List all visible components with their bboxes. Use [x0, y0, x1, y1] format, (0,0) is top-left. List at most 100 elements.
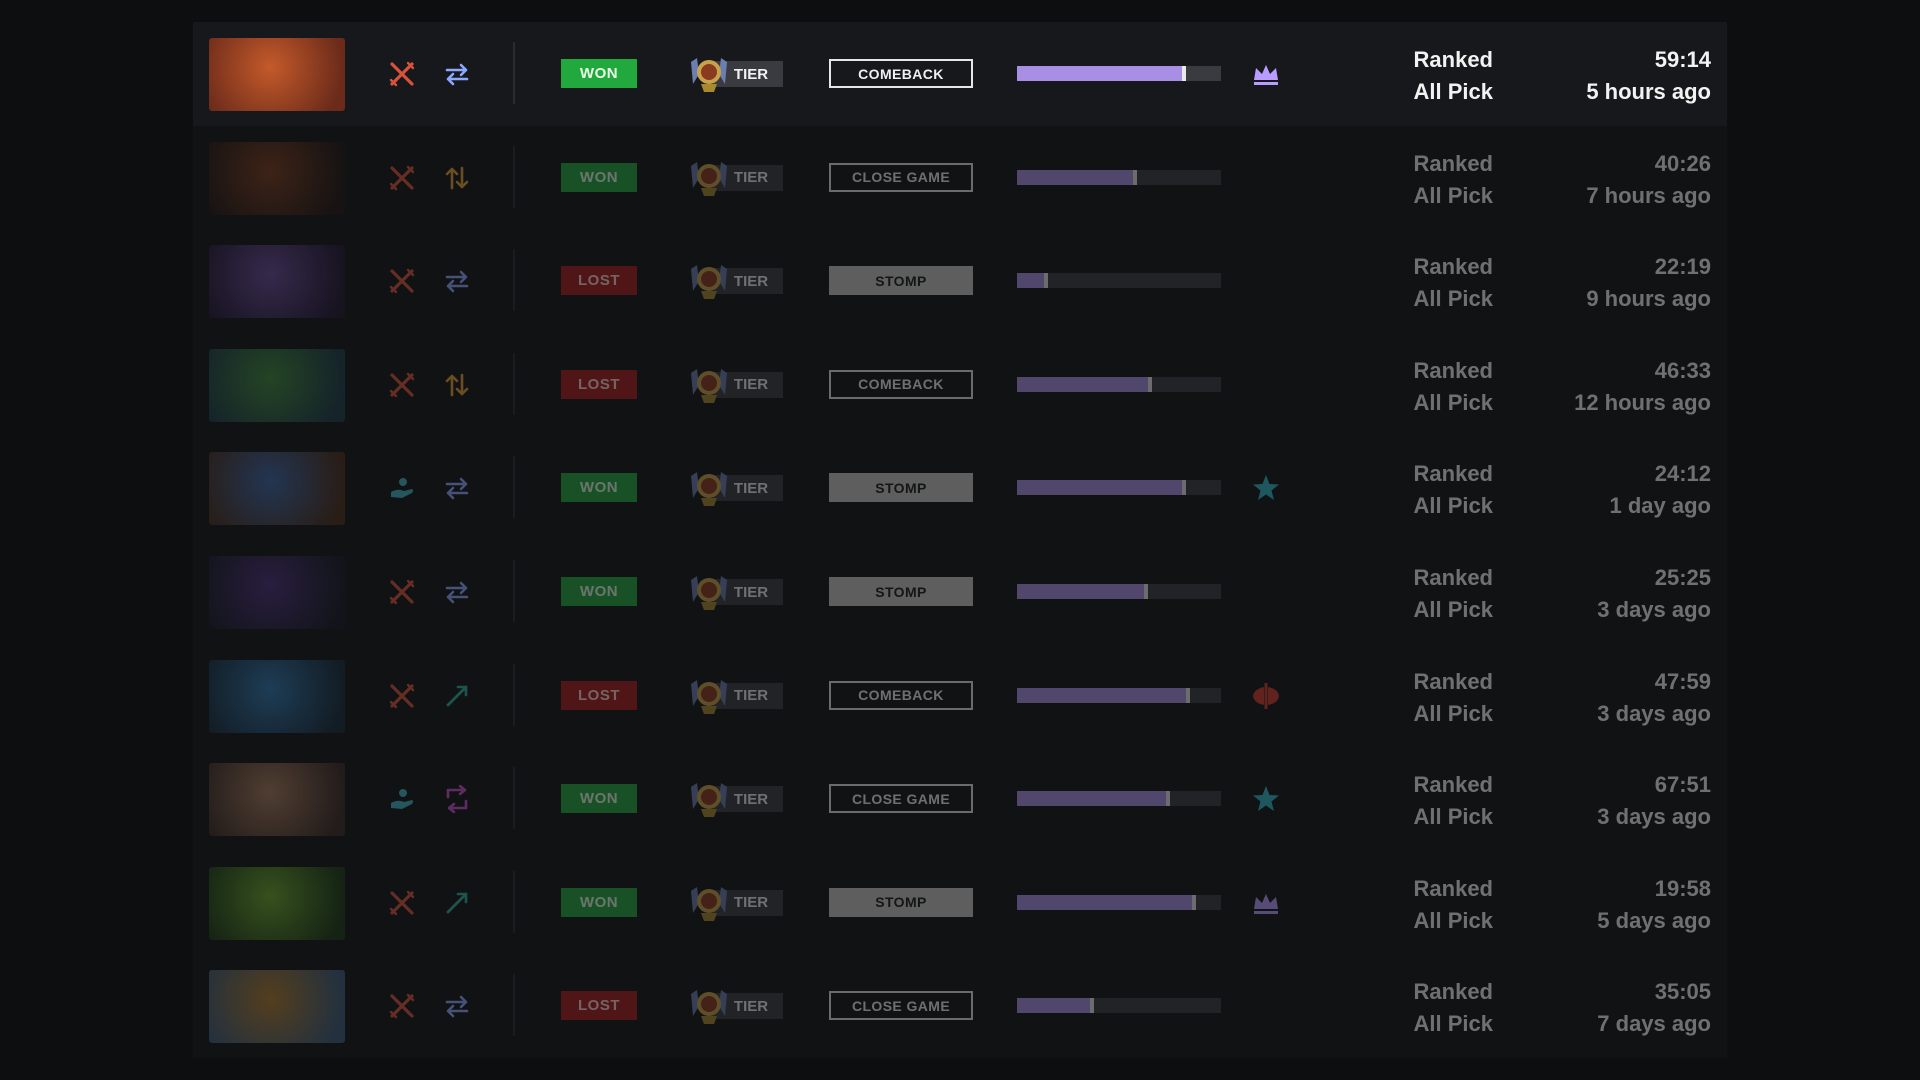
- rank-tier-label: TIER: [713, 268, 783, 295]
- match-tag: STOMP: [829, 577, 973, 606]
- game-mode: Ranked All Pick: [1343, 873, 1493, 937]
- performance-bar: [1017, 584, 1221, 599]
- match-tag: STOMP: [829, 266, 973, 296]
- core-swords-icon: [388, 889, 416, 917]
- row-divider: [513, 663, 515, 726]
- hero-venomancer-portrait: [209, 866, 345, 940]
- lobby-type: Ranked: [1413, 772, 1493, 798]
- match-age: 3 days ago: [1597, 597, 1711, 622]
- performance-bar: [1017, 480, 1221, 496]
- performance-bar-fill: [1017, 66, 1185, 81]
- crown-icon: [1250, 887, 1282, 919]
- game-mode-name: All Pick: [1413, 700, 1493, 726]
- game-mode: Ranked All Pick: [1343, 769, 1493, 833]
- lobby-type: Ranked: [1413, 668, 1493, 694]
- rank-medal-icon: [687, 365, 731, 405]
- lobby-type: Ranked: [1413, 357, 1493, 383]
- game-mode: Ranked All Pick: [1343, 976, 1493, 1040]
- match-row[interactable]: WON TIER CLOSE GAME Ranked All Pick 67:51 3 da…: [193, 747, 1727, 851]
- lobby-type: Ranked: [1413, 254, 1493, 280]
- crown-icon: [1250, 58, 1282, 90]
- match-history-list: WON TIER COMEBACK Ranked All Pick 59:14 5 hour…: [193, 22, 1727, 1058]
- performance-bar-marker: [1133, 169, 1138, 185]
- match-time: 24:12 1 day ago: [1513, 458, 1711, 522]
- safe-lane-arrows-icon: [443, 474, 471, 502]
- match-time: 35:05 7 days ago: [1513, 976, 1711, 1040]
- safe-lane-arrows-icon: [443, 60, 471, 88]
- rank-medal-icon: [687, 261, 731, 301]
- match-row[interactable]: WON TIER CLOSE GAME Ranked All Pick 40:26 7 ho…: [193, 126, 1727, 230]
- rank-tier-label: TIER: [713, 164, 783, 191]
- rank-medal-icon: [687, 883, 731, 923]
- rank-tier-label: TIER: [713, 889, 783, 916]
- rank-medal-icon: [687, 986, 731, 1026]
- row-divider: [513, 560, 515, 622]
- performance-bar-fill: [1017, 894, 1195, 910]
- result-badge: LOST: [561, 680, 637, 710]
- hero-juggernaut-portrait: [209, 348, 345, 422]
- game-mode: Ranked All Pick: [1343, 562, 1493, 626]
- match-duration: 67:51: [1654, 772, 1711, 798]
- rank-medal-icon: [687, 158, 731, 198]
- match-row[interactable]: LOST TIER COMEBACK Ranked All Pick 46:33 12 ho…: [193, 333, 1727, 437]
- game-mode: Ranked All Pick: [1343, 355, 1493, 419]
- performance-bar: [1017, 273, 1221, 289]
- row-divider: [513, 249, 515, 312]
- match-tag: CLOSE GAME: [829, 991, 973, 1021]
- rank-tier-badge: TIER: [687, 261, 783, 301]
- match-age: 3 days ago: [1597, 700, 1711, 726]
- performance-bar-fill: [1017, 791, 1168, 807]
- match-age: 5 days ago: [1597, 907, 1711, 933]
- hero-ogre-magi-portrait: [209, 452, 345, 526]
- hero-shadow-fiend-portrait: [209, 141, 345, 215]
- rank-tier-label: TIER: [713, 579, 783, 605]
- match-row[interactable]: WON TIER STOMP Ranked All Pick 25:25 3 days ag…: [193, 540, 1727, 644]
- performance-bar-fill: [1017, 169, 1136, 185]
- rank-tier-label: TIER: [713, 682, 783, 709]
- performance-bar-fill: [1017, 998, 1093, 1014]
- match-duration: 40:26: [1654, 150, 1711, 176]
- rank-tier-badge: TIER: [687, 468, 783, 507]
- safe-lane-arrows-icon: [443, 992, 471, 1020]
- match-age: 9 hours ago: [1586, 286, 1711, 312]
- rank-tier-badge: TIER: [687, 986, 783, 1026]
- game-mode-name: All Pick: [1413, 804, 1493, 830]
- rank-tier-label: TIER: [713, 475, 783, 502]
- mid-lane-icon: [443, 889, 471, 917]
- game-mode-name: All Pick: [1413, 79, 1493, 104]
- match-duration: 24:12: [1654, 461, 1711, 487]
- rank-medal-icon: [687, 54, 731, 94]
- lobby-type: Ranked: [1413, 565, 1493, 590]
- rank-medal-icon: [687, 572, 731, 612]
- match-row[interactable]: LOST TIER CLOSE GAME Ranked All Pick 35:05 7 d…: [193, 954, 1727, 1058]
- rank-medal-icon: [687, 779, 731, 819]
- match-duration: 35:05: [1654, 979, 1711, 1005]
- performance-bar-marker: [1192, 894, 1197, 910]
- result-badge: WON: [561, 59, 637, 88]
- support-hand-icon: [388, 785, 416, 813]
- core-swords-icon: [388, 371, 416, 399]
- result-badge: LOST: [561, 991, 637, 1021]
- match-time: 22:19 9 hours ago: [1513, 251, 1711, 315]
- hero-axe-portrait: [209, 38, 345, 111]
- match-time: 67:51 3 days ago: [1513, 769, 1711, 833]
- result-badge: WON: [561, 577, 637, 606]
- rank-tier-badge: TIER: [687, 365, 783, 403]
- match-time: 47:59 3 days ago: [1513, 666, 1711, 730]
- match-row[interactable]: WON TIER COMEBACK Ranked All Pick 59:14 5 hour…: [193, 22, 1727, 126]
- match-row[interactable]: LOST TIER STOMP Ranked All Pick 22:19 9 hours …: [193, 229, 1727, 333]
- match-row[interactable]: LOST TIER COMEBACK Ranked All Pick 47:59 3 day…: [193, 644, 1727, 748]
- match-row[interactable]: WON TIER STOMP Ranked All Pick 24:12 1 day ago: [193, 436, 1727, 540]
- match-tag: CLOSE GAME: [829, 784, 973, 814]
- match-age: 7 days ago: [1597, 1011, 1711, 1037]
- core-swords-icon: [388, 164, 416, 192]
- performance-bar-marker: [1090, 998, 1095, 1014]
- game-mode: Ranked All Pick: [1343, 666, 1493, 730]
- lobby-type: Ranked: [1413, 875, 1493, 901]
- match-age: 3 days ago: [1597, 804, 1711, 830]
- match-row[interactable]: WON TIER STOMP Ranked All Pick 19:58 5 days ag…: [193, 851, 1727, 955]
- match-tag: COMEBACK: [829, 680, 973, 710]
- match-time: 59:14 5 hours ago: [1513, 44, 1711, 108]
- performance-bar-fill: [1017, 687, 1189, 703]
- match-age: 5 hours ago: [1586, 79, 1711, 104]
